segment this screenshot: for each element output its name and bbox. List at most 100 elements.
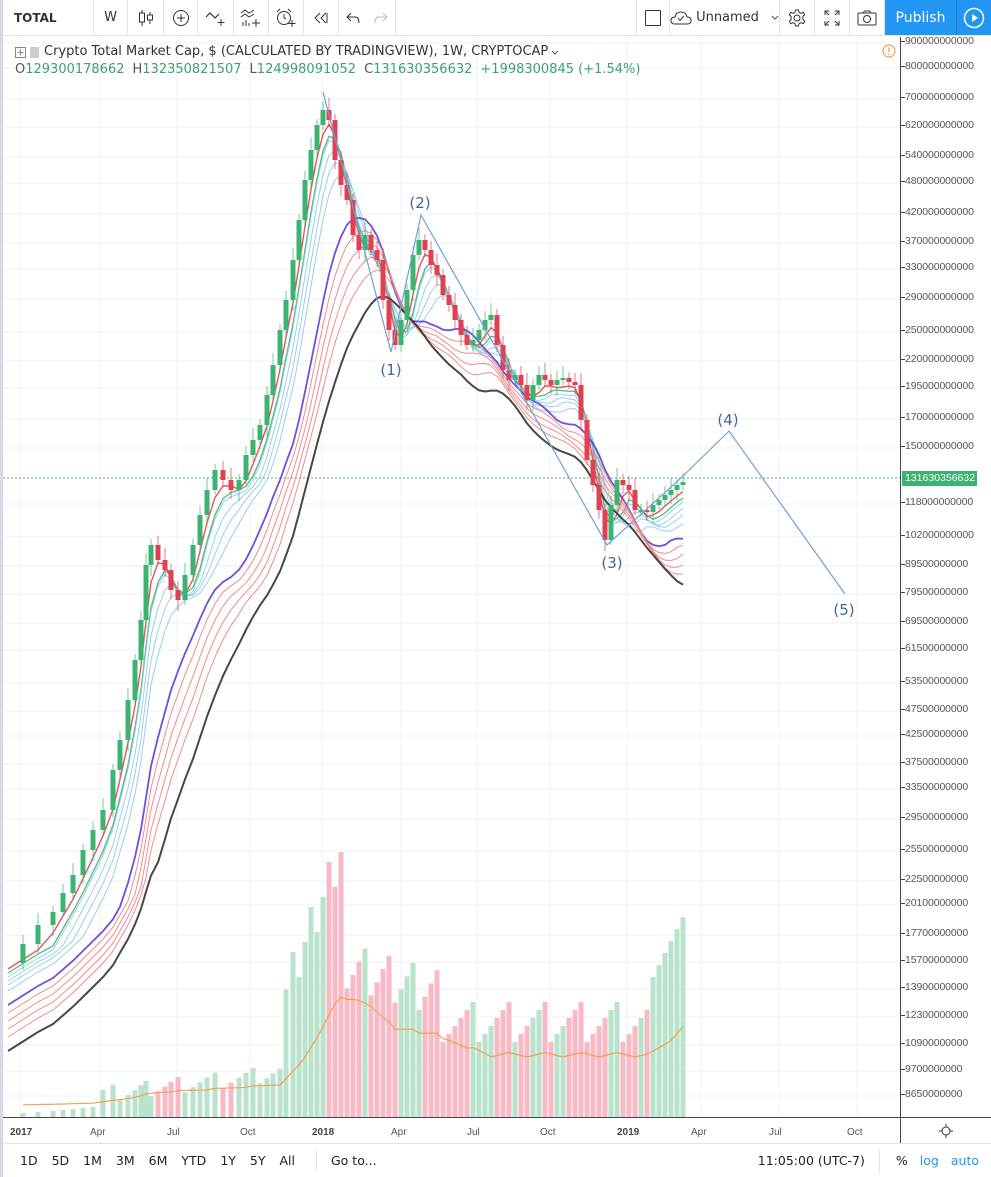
price-tick-label: 89500000000 bbox=[900, 558, 969, 570]
time-tick-label: Apr bbox=[391, 1127, 407, 1138]
chart-pane[interactable]: (1) (2) (3) (4) (5) bbox=[3, 37, 900, 1117]
price-candles bbox=[20, 98, 686, 970]
time-tick-label: 2018 bbox=[312, 1127, 335, 1138]
range-6m[interactable]: 6M bbox=[148, 1153, 168, 1168]
volume-bars bbox=[20, 852, 686, 1117]
templates-button[interactable] bbox=[234, 0, 269, 35]
time-tick-label: 2017 bbox=[10, 1127, 33, 1138]
price-tick-label: 800000000000 bbox=[901, 60, 974, 72]
add-compare-icon bbox=[172, 9, 189, 26]
goto-date-button[interactable]: Go to... bbox=[316, 1150, 377, 1171]
settings-gear-icon bbox=[788, 9, 806, 26]
auto-scale-toggle[interactable]: auto bbox=[950, 1153, 979, 1168]
price-tick-label: 250000000000 bbox=[901, 324, 974, 336]
price-tick-label: 220000000000 bbox=[901, 353, 974, 365]
log-scale-toggle[interactable]: log bbox=[919, 1153, 939, 1168]
timezone-clock[interactable]: 11:05:00 (UTC-7) bbox=[758, 1148, 880, 1173]
undo-icon[interactable] bbox=[346, 12, 360, 24]
time-tick-label: Oct bbox=[240, 1127, 256, 1138]
range-3m[interactable]: 3M bbox=[115, 1153, 135, 1168]
alarm-clock-icon bbox=[276, 8, 296, 27]
range-1m[interactable]: 1M bbox=[83, 1153, 102, 1168]
price-tick-label: 540000000000 bbox=[901, 149, 974, 161]
price-axis[interactable]: 900000000000 800000000000 700000000000 6200… bbox=[900, 35, 991, 1117]
save-layout-button[interactable]: Unnamed bbox=[670, 0, 780, 35]
replay-button[interactable] bbox=[304, 0, 339, 35]
select-layout-button[interactable] bbox=[636, 0, 670, 35]
price-tick-label: 118000000000 bbox=[900, 496, 974, 508]
interval-label: W bbox=[104, 10, 117, 25]
price-tick-label: 12300000000 bbox=[900, 1009, 969, 1021]
open-label: O bbox=[15, 62, 26, 77]
layout-name: Unnamed bbox=[696, 10, 759, 25]
toolbar-right: Unnamed Publish bbox=[636, 0, 991, 35]
time-tick-label: 2019 bbox=[617, 1127, 640, 1138]
bottom-toolbar: 1D 5D 1M 3M 6M YTD 1Y 5Y All Go to... 11… bbox=[3, 1143, 991, 1177]
percent-scale-toggle[interactable]: % bbox=[895, 1153, 908, 1168]
wave-label[interactable]: (2) bbox=[409, 194, 430, 212]
price-tick-label: 10900000000 bbox=[900, 1037, 969, 1049]
range-5y[interactable]: 5Y bbox=[249, 1153, 266, 1168]
wave-label[interactable]: (4) bbox=[717, 411, 738, 429]
chevron-down-icon[interactable] bbox=[551, 50, 559, 55]
high-value: 132350821507 bbox=[142, 62, 242, 77]
price-tick-label: 79500000000 bbox=[900, 586, 969, 598]
elliott-wave-drawing[interactable] bbox=[322, 91, 846, 595]
axis-settings-button[interactable] bbox=[900, 1118, 991, 1144]
data-warning-icon[interactable] bbox=[882, 44, 896, 58]
price-tick-label: 150000000000 bbox=[901, 440, 974, 452]
interval-button[interactable]: W bbox=[94, 0, 128, 35]
alert-button[interactable] bbox=[269, 0, 304, 35]
price-tick-label: 15700000000 bbox=[900, 954, 969, 966]
publish-menu-button[interactable] bbox=[957, 0, 991, 35]
gmma-ribbons bbox=[7, 122, 684, 1052]
price-tick-label: 290000000000 bbox=[901, 291, 974, 303]
sun-gear-icon bbox=[939, 1124, 953, 1138]
settings-button[interactable] bbox=[780, 0, 815, 35]
wave-label[interactable]: (3) bbox=[601, 554, 622, 572]
publish-button[interactable]: Publish bbox=[885, 0, 957, 35]
wave-label[interactable]: (1) bbox=[380, 361, 401, 379]
close-value: 131630356632 bbox=[373, 62, 473, 77]
indicators-button[interactable] bbox=[198, 0, 234, 35]
range-ytd[interactable]: YTD bbox=[181, 1153, 207, 1168]
fullscreen-button[interactable] bbox=[815, 0, 850, 35]
time-tick-label: Apr bbox=[691, 1127, 707, 1138]
range-1d[interactable]: 1D bbox=[20, 1153, 38, 1168]
price-tick-label: 195000000000 bbox=[901, 380, 974, 392]
chart-type-button[interactable] bbox=[128, 0, 164, 35]
symbol-search-button[interactable]: TOTAL bbox=[3, 0, 94, 35]
low-value: 124998091052 bbox=[256, 62, 357, 77]
time-tick-label: Oct bbox=[540, 1127, 556, 1138]
price-tick-label: 29500000000 bbox=[900, 811, 969, 823]
time-axis[interactable]: 2017 Apr Jul Oct 2018 Apr Jul Oct 2019 Apr Jul Oct bbox=[3, 1117, 991, 1144]
price-tick-label: 53500000000 bbox=[900, 675, 969, 687]
snapshot-camera-icon bbox=[857, 10, 877, 25]
price-tick-label: 370000000000 bbox=[901, 235, 974, 247]
snapshot-button[interactable] bbox=[850, 0, 885, 35]
price-tick-label: 330000000000 bbox=[901, 261, 974, 273]
close-label: C bbox=[364, 62, 374, 77]
cloud-saved-icon bbox=[670, 10, 692, 24]
expand-plus-icon[interactable] bbox=[15, 46, 26, 58]
wave-label[interactable]: (5) bbox=[833, 601, 854, 619]
range-5d[interactable]: 5D bbox=[51, 1153, 70, 1168]
legend-title-row: Crypto Total Market Cap, $ (CALCULATED B… bbox=[15, 43, 640, 61]
chevron-down-icon bbox=[771, 15, 779, 20]
time-tick-label: Oct bbox=[847, 1127, 863, 1138]
low-label: L bbox=[249, 62, 257, 77]
compare-symbol-button[interactable] bbox=[164, 0, 198, 35]
undo-redo-group bbox=[339, 0, 396, 35]
redo-icon[interactable] bbox=[374, 12, 388, 24]
price-tick-label: 9700000000 bbox=[900, 1063, 963, 1075]
range-all[interactable]: All bbox=[279, 1153, 296, 1168]
price-tick-label: 102000000000 bbox=[901, 529, 974, 541]
time-tick-label: Jul bbox=[769, 1127, 782, 1138]
price-tick-label: 47500000000 bbox=[900, 703, 969, 715]
time-tick-label: Jul bbox=[467, 1127, 480, 1138]
range-1y[interactable]: 1Y bbox=[220, 1153, 236, 1168]
high-label: H bbox=[132, 62, 143, 77]
price-tick-label: 61500000000 bbox=[900, 642, 969, 654]
legend-title[interactable]: Crypto Total Market Cap, $ (CALCULATED B… bbox=[44, 44, 549, 59]
wave-labels: (1) (2) (3) (4) (5) bbox=[380, 194, 854, 619]
